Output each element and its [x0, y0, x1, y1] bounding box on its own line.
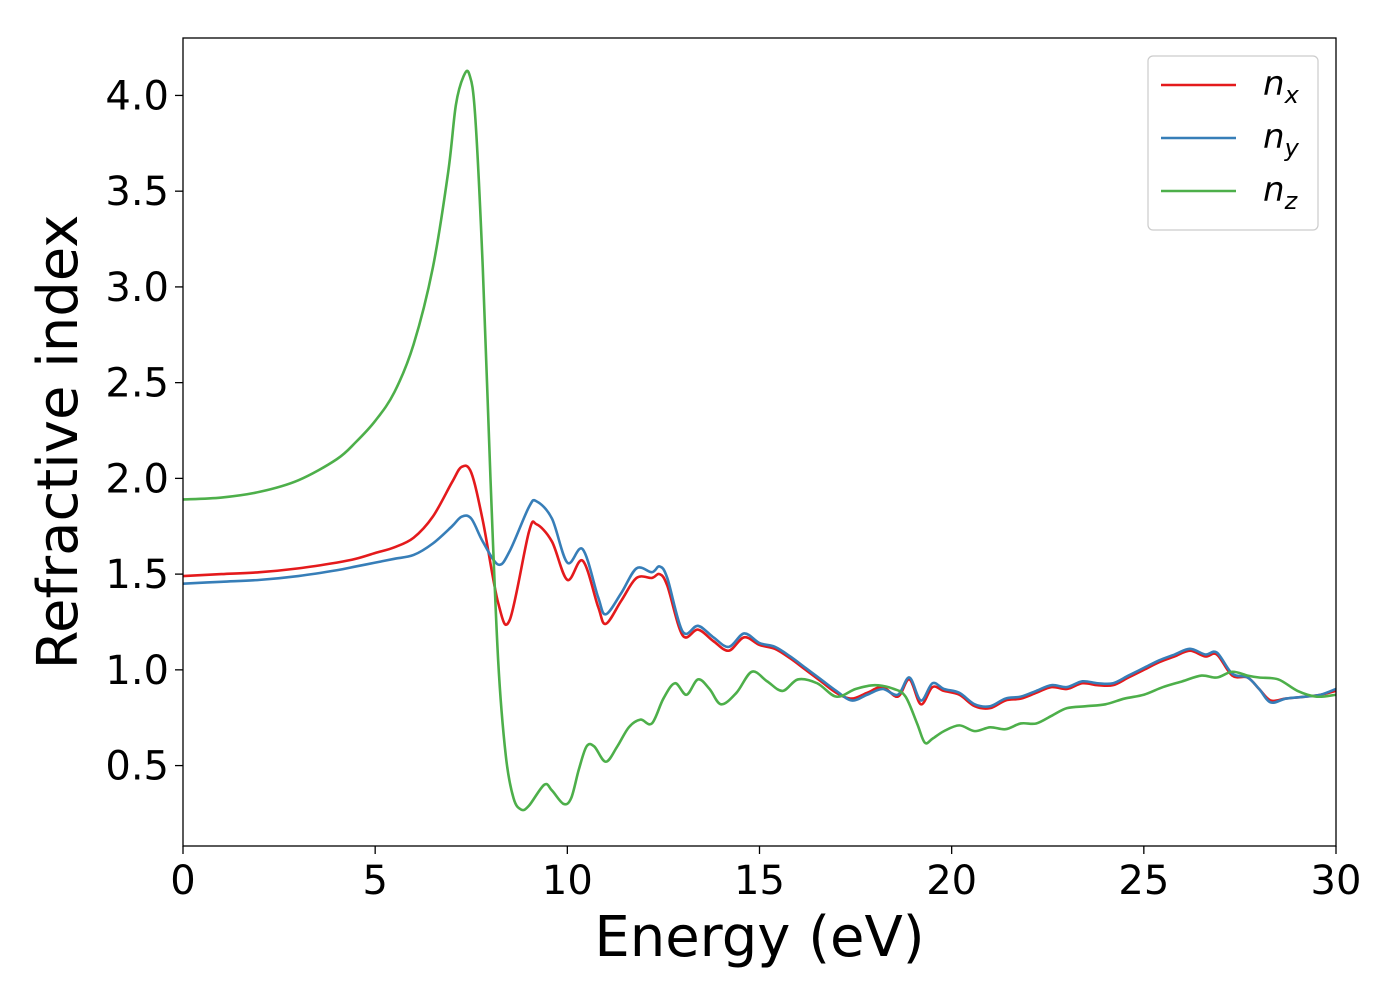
legend-label-n-y: ny [1263, 117, 1300, 162]
x-tick-label: 15 [734, 858, 785, 904]
y-tick-label: 3.0 [105, 265, 169, 311]
y-tick-label: 2.0 [105, 456, 169, 502]
series-layer [183, 69, 1336, 812]
legend: nx ny nz [1147, 55, 1319, 231]
x-axis-label: Energy (eV) [594, 905, 924, 970]
x-tick-label: 0 [170, 858, 195, 904]
legend-box [1147, 55, 1319, 231]
y-tick-label: 4.0 [105, 73, 169, 119]
y-axis-label: Refractive index [26, 215, 91, 670]
y-axis-ticks: 0.5 1.0 1.5 2.0 2.5 3.0 3.5 4.0 [105, 73, 183, 790]
series-line-n-z [183, 69, 1336, 812]
legend-label-n-z: nz [1263, 170, 1299, 215]
x-tick-label: 20 [926, 858, 977, 904]
x-tick-label: 25 [1118, 858, 1169, 904]
y-tick-label: 3.5 [105, 169, 169, 215]
legend-label-n-x: nx [1263, 64, 1300, 109]
y-tick-label: 1.5 [105, 552, 169, 598]
x-tick-label: 5 [362, 858, 387, 904]
y-tick-label: 2.5 [105, 361, 169, 407]
y-tick-label: 1.0 [105, 648, 169, 694]
y-tick-label: 0.5 [105, 744, 169, 790]
series-line-n-x [183, 464, 1336, 710]
series-line-n-y [183, 498, 1336, 708]
x-axis-ticks: 0 5 10 15 20 25 30 [170, 846, 1361, 904]
x-tick-label: 30 [1311, 858, 1362, 904]
x-tick-label: 10 [542, 858, 593, 904]
